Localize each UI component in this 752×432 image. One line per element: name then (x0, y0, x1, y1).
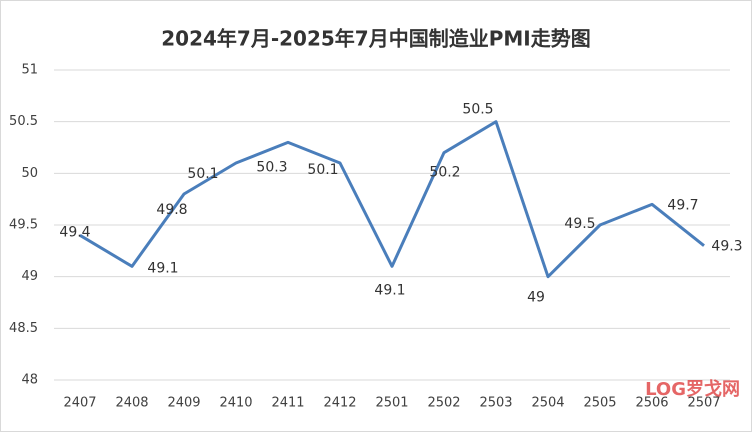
x-tick-label: 2504 (531, 396, 564, 411)
x-tick-label: 2505 (583, 396, 616, 411)
watermark: LOG罗戈网 (645, 378, 740, 400)
data-label: 49.5 (564, 216, 595, 232)
data-label: 49.7 (667, 197, 698, 213)
y-tick-label: 48 (21, 373, 38, 388)
x-tick-label: 2408 (115, 396, 148, 411)
x-tick-label: 2507 (687, 396, 720, 411)
data-label: 49 (527, 290, 545, 306)
data-label: 49.3 (711, 239, 742, 255)
data-label: 50.1 (187, 166, 218, 182)
data-label: 49.4 (59, 224, 90, 240)
chart-title: 2024年7月-2025年7月中国制造业PMI走势图 (161, 27, 590, 51)
data-label: 49.8 (156, 202, 187, 218)
x-tick-label: 2501 (375, 396, 408, 411)
x-tick-label: 2412 (323, 396, 356, 411)
y-tick-label: 49.5 (9, 218, 38, 233)
x-tick-label: 2506 (635, 396, 668, 411)
y-tick-label: 50.5 (9, 114, 38, 129)
data-label: 50.1 (307, 162, 338, 178)
data-label: 49.1 (374, 282, 405, 298)
y-tick-label: 51 (21, 63, 38, 78)
x-tick-label: 2407 (63, 396, 96, 411)
y-tick-label: 48.5 (9, 321, 38, 336)
data-label: 49.1 (147, 260, 178, 276)
x-tick-label: 2411 (271, 396, 304, 411)
x-tick-label: 2410 (219, 396, 252, 411)
x-tick-label: 2503 (479, 396, 512, 411)
data-label: 50.2 (429, 165, 460, 181)
y-tick-label: 50 (21, 166, 38, 181)
y-tick-label: 49 (21, 269, 38, 284)
x-tick-label: 2409 (167, 396, 200, 411)
x-tick-label: 2502 (427, 396, 460, 411)
data-label: 50.5 (462, 102, 493, 118)
line-series (79, 120, 705, 279)
data-label: 50.3 (256, 159, 287, 175)
